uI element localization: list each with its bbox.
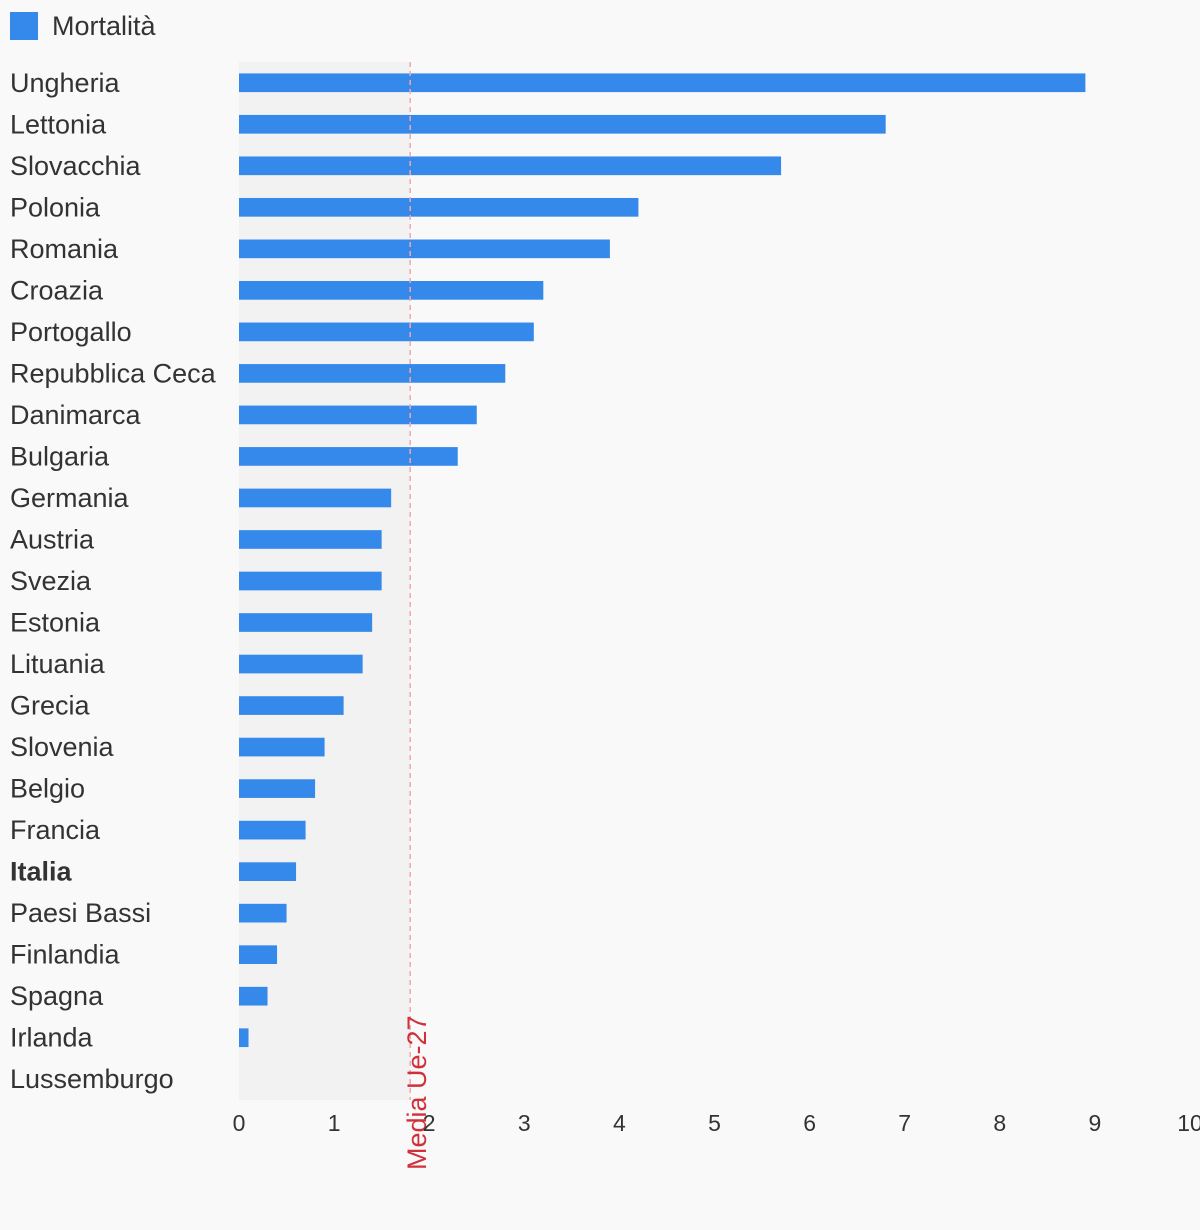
- bar-paesi-bassi: [239, 903, 287, 923]
- category-label: Italia: [10, 857, 73, 887]
- category-label: Croazia: [10, 275, 104, 305]
- x-tick-label: 4: [613, 1110, 626, 1136]
- category-label: Estonia: [10, 608, 101, 638]
- x-tick-label: 8: [993, 1110, 1006, 1136]
- bar-lettonia: [239, 114, 886, 134]
- bar-bulgaria: [239, 447, 458, 466]
- category-label: Repubblica Ceca: [10, 358, 217, 388]
- bar-repubblica-ceca: [239, 364, 506, 383]
- reference-line-group: Media Ue-27: [402, 62, 432, 1170]
- legend: Mortalità: [10, 8, 156, 44]
- category-label: Danimarca: [10, 400, 142, 430]
- category-label: Lituania: [10, 649, 106, 679]
- bar-portogallo: [239, 322, 534, 342]
- category-label: Slovenia: [10, 732, 115, 762]
- x-tick-label: 5: [708, 1110, 721, 1136]
- x-tick-label: 3: [518, 1110, 531, 1136]
- x-tick-labels-group: 0 1 2 3 4 5 6 7 8 9 10: [233, 1110, 1200, 1136]
- category-label: Lussemburgo: [10, 1064, 174, 1094]
- x-tick-label: 10: [1177, 1110, 1200, 1136]
- bar-spagna: [239, 986, 268, 1006]
- legend-swatch: [10, 12, 38, 40]
- bar-slovacchia: [239, 156, 782, 176]
- category-label: Polonia: [10, 192, 101, 222]
- x-tick-label: 9: [1089, 1110, 1102, 1136]
- category-label: Germania: [10, 483, 130, 513]
- bar-grecia: [239, 696, 344, 715]
- category-label: Irlanda: [10, 1023, 94, 1053]
- bar-germania: [239, 488, 392, 508]
- category-labels-group: Ungheria Lettonia Slovacchia Polonia Romania…: [10, 68, 217, 1094]
- category-label: Svezia: [10, 566, 92, 596]
- category-label: Ungheria: [10, 68, 121, 98]
- bar-svezia: [239, 571, 382, 591]
- bar-austria: [239, 530, 382, 549]
- bar-croazia: [239, 281, 544, 300]
- category-label: Finlandia: [10, 940, 121, 970]
- category-label: Austria: [10, 524, 95, 554]
- legend-label: Mortalità: [52, 10, 156, 41]
- category-label: Grecia: [10, 691, 91, 721]
- x-tick-label: 7: [898, 1110, 911, 1136]
- bar-estonia: [239, 613, 373, 632]
- bar-italia: [239, 862, 297, 881]
- reference-line-label: Media Ue-27: [402, 1015, 432, 1170]
- bar-slovenia: [239, 737, 325, 757]
- category-label: Romania: [10, 234, 119, 264]
- category-label: Francia: [10, 815, 101, 845]
- bar-belgio: [239, 779, 316, 798]
- bar-francia: [239, 820, 306, 840]
- x-tick-label: 2: [423, 1110, 436, 1136]
- bar-irlanda: [239, 1028, 249, 1048]
- x-tick-label: 1: [328, 1110, 341, 1136]
- bar-ungheria: [239, 73, 1086, 93]
- category-label: Portogallo: [10, 317, 132, 347]
- category-label: Belgio: [10, 774, 85, 804]
- bar-finlandia: [239, 945, 278, 965]
- bar-polonia: [239, 197, 639, 217]
- x-tick-label: 6: [803, 1110, 816, 1136]
- bar-romania: [239, 239, 610, 259]
- category-label: Bulgaria: [10, 441, 110, 471]
- bar-lituania: [239, 654, 363, 674]
- category-label: Spagna: [10, 981, 104, 1011]
- x-tick-label: 0: [233, 1110, 246, 1136]
- category-label: Slovacchia: [10, 151, 142, 181]
- category-label: Paesi Bassi: [10, 898, 151, 928]
- bars-group: [239, 73, 1086, 1048]
- category-label: Lettonia: [10, 109, 107, 139]
- bar-danimarca: [239, 405, 477, 425]
